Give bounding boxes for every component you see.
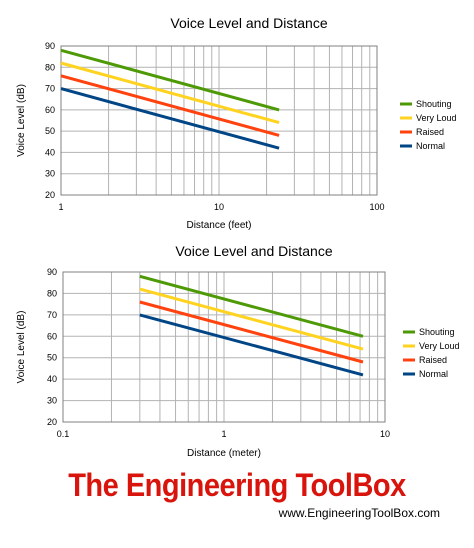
- chart-2: 20 30 40 50 60 70 80 90 0.1 1 10 Voice Level and Di…: [16, 243, 460, 459]
- legend-label: Normal: [419, 369, 448, 379]
- y-tick-label: 40: [47, 374, 57, 384]
- y-tick-label: 50: [47, 353, 57, 363]
- chart-title: Voice Level and Distance: [170, 15, 327, 31]
- y-tick-label: 70: [45, 84, 55, 94]
- x-tick-label: 0.1: [57, 429, 70, 439]
- legend-label: Shouting: [419, 327, 455, 337]
- y-tick-label: 50: [45, 126, 55, 136]
- series-line-very-loud: [60, 61, 280, 125]
- y-axis-label: Voice Level (dB): [16, 84, 27, 157]
- y-tick-label: 30: [45, 169, 55, 179]
- series-line-raised: [60, 74, 280, 137]
- y-tick-label: 40: [45, 147, 55, 157]
- y-tick-label: 70: [47, 310, 57, 320]
- x-axis-label: Distance (meter): [187, 448, 261, 459]
- plot-frame: [62, 271, 386, 423]
- y-tick-label: 60: [47, 331, 57, 341]
- y-tick-label: 80: [47, 288, 57, 298]
- series-line-shouting: [60, 48, 280, 112]
- legend-label: Very Loud: [419, 341, 460, 351]
- x-tick-label: 1: [221, 429, 226, 439]
- chart-1: 20 30 40 50 60 70 80 90 1 10 100 Voice Level and Di…: [16, 15, 457, 231]
- y-tick-label: 90: [47, 267, 57, 277]
- plot-frame: [60, 45, 378, 196]
- chart-title: Voice Level and Distance: [175, 243, 332, 259]
- x-tick-label: 10: [380, 429, 390, 439]
- y-axis-label: Voice Level (dB): [16, 311, 27, 384]
- x-axis-label: Distance (feet): [186, 220, 251, 231]
- y-tick-label: 80: [45, 62, 55, 72]
- x-tick-label: 10: [214, 202, 224, 212]
- legend-label: Very Loud: [416, 113, 457, 123]
- x-tick-label: 1: [58, 202, 63, 212]
- y-tick-label: 90: [45, 41, 55, 51]
- brand-title: The Engineering ToolBox: [68, 468, 406, 504]
- series-line-normal: [60, 87, 280, 150]
- legend-label: Raised: [416, 127, 444, 137]
- y-tick-label: 20: [45, 190, 55, 200]
- series-line-shouting: [139, 274, 364, 338]
- x-tick-label: 100: [369, 202, 384, 212]
- legend-label: Raised: [419, 355, 447, 365]
- legend-label: Shouting: [416, 99, 452, 109]
- y-tick-label: 60: [45, 105, 55, 115]
- series-line-raised: [139, 300, 364, 364]
- figure: 20 30 40 50 60 70 80 90 1 10 100 Voice Level and Di…: [16, 15, 460, 459]
- legend-label: Normal: [416, 141, 445, 151]
- y-tick-label: 30: [47, 396, 57, 406]
- y-tick-label: 20: [47, 417, 57, 427]
- series-line-very-loud: [139, 287, 364, 351]
- brand-url: www.EngineeringToolBox.com: [278, 506, 440, 520]
- series-line-normal: [139, 313, 364, 377]
